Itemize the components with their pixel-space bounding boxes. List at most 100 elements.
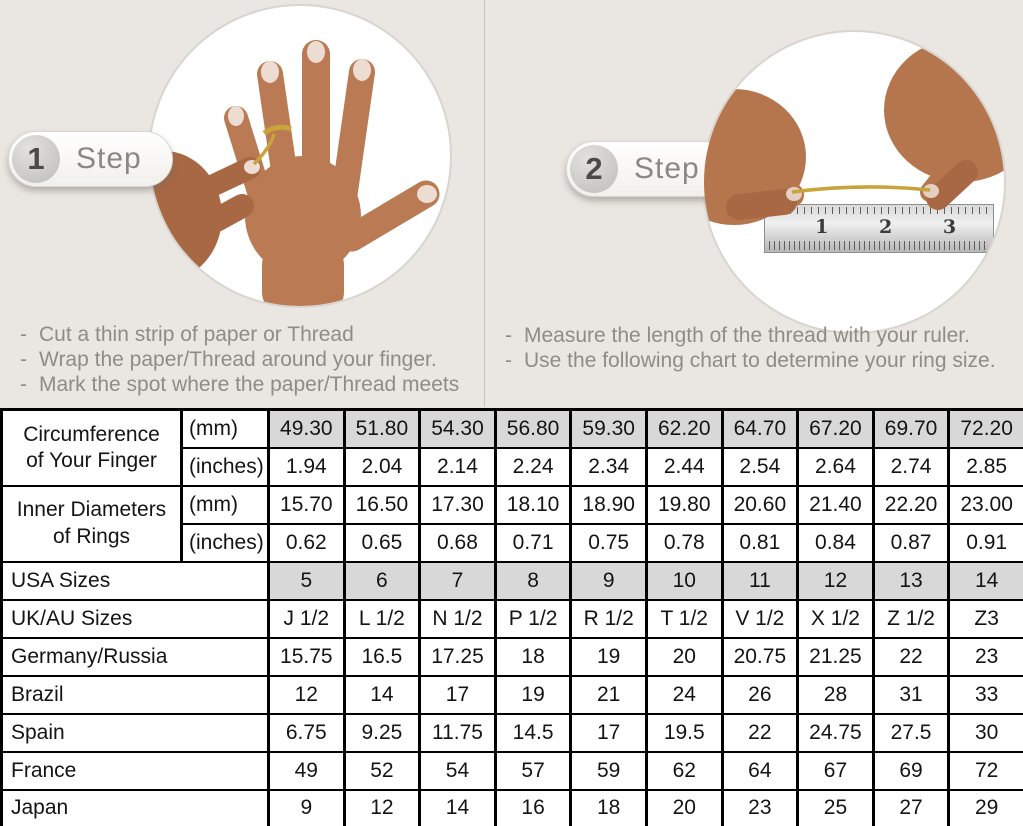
- table-cell: 33: [947, 674, 1023, 715]
- row-group-label: Inner Diameters of Rings: [0, 484, 183, 563]
- table-row: Circumference of Your Finger (mm) 49.30 51.8…: [0, 408, 1023, 487]
- thread-ring-band: [262, 124, 292, 136]
- helper-hand: [150, 151, 261, 281]
- bullet-dash: -: [20, 373, 27, 396]
- step2-instructions: - Measure the length of the thread with …: [505, 324, 1021, 374]
- table-cell: 12: [796, 560, 875, 601]
- table-cell: 16.5: [342, 636, 422, 677]
- table-row: Inner Diameters of Rings (mm) 15.70 16.50 17.…: [0, 484, 1023, 563]
- table-cell: 13: [871, 560, 951, 601]
- table-cell: 49: [267, 750, 346, 791]
- fingernails: [228, 41, 437, 203]
- size-table-body: Circumference of Your Finger (mm) 49.30 51.8…: [0, 408, 1023, 826]
- ruler-ticks-bottom: [769, 241, 989, 250]
- table-cell: 54: [418, 750, 497, 791]
- row-label: Brazil: [0, 674, 270, 715]
- table-cell: 7: [418, 560, 497, 601]
- table-cell: 14: [342, 674, 422, 715]
- table-cell: 0.87: [871, 522, 951, 563]
- table-cell: 23: [720, 788, 800, 826]
- table-cell: 18: [493, 636, 573, 677]
- table-cell: 2.74: [871, 446, 951, 487]
- table-cell: 24: [644, 674, 724, 715]
- table-cell: 72: [947, 750, 1023, 791]
- table-cell: 22: [871, 636, 951, 677]
- unit-label: (mm): [180, 484, 270, 525]
- table-row: (inches) 0.62 0.65 0.68 0.71 0.75 0.78 0.81 0.84…: [2, 522, 1023, 563]
- table-cell: 2.85: [947, 446, 1023, 487]
- instruction-text: Mark the spot where the paper/Thread mee…: [39, 373, 460, 396]
- table-cell: 6: [342, 560, 422, 601]
- hand-thread-illustration: [150, 40, 440, 306]
- table-cell: 17.25: [418, 636, 497, 677]
- table-cell: 10: [644, 560, 724, 601]
- table-cell: X 1/2: [796, 598, 875, 639]
- step1-number: 1: [12, 135, 60, 183]
- bullet-dash: -: [20, 348, 27, 371]
- row-label: Japan: [0, 788, 270, 826]
- table-cell: 30: [947, 712, 1023, 753]
- row-label: UK/AU Sizes: [0, 598, 270, 639]
- table-cell: 14.5: [493, 712, 573, 753]
- table-cell: 25: [796, 788, 875, 826]
- table-cell: 23: [947, 636, 1023, 677]
- bullet-dash: -: [505, 324, 512, 347]
- bullet-dash: -: [20, 323, 27, 346]
- table-cell: 59: [569, 750, 648, 791]
- table-cell: 2.04: [342, 446, 422, 487]
- left-hand: [704, 89, 806, 225]
- bullet-dash: -: [505, 349, 512, 372]
- table-cell: 0.68: [418, 522, 497, 563]
- table-cell: N 1/2: [418, 598, 497, 639]
- table-cell: 29: [947, 788, 1023, 826]
- table-cell: 56.80: [493, 408, 573, 449]
- table-cell: 20.60: [720, 484, 800, 525]
- table-cell: 67: [796, 750, 875, 791]
- table-cell: 2.64: [796, 446, 875, 487]
- table-cell: V 1/2: [720, 598, 800, 639]
- instruction-text: Use the following chart to determine you…: [524, 349, 996, 372]
- gold-thread: [252, 133, 276, 166]
- table-cell: 14: [947, 560, 1023, 601]
- table-cell: 11.75: [418, 712, 497, 753]
- table-cell: 52: [342, 750, 422, 791]
- table-row: USA Sizes 5 6 7 8 9 10 11 12 13 14: [0, 560, 1023, 601]
- table-cell: 23.00: [947, 484, 1023, 525]
- table-cell: 54.30: [418, 408, 497, 449]
- ruler-ticks-top: [769, 207, 989, 214]
- table-row: Germany/Russia 15.75 16.5 17.25 18 19 20 20.75 2…: [0, 636, 1023, 677]
- instruction-item: - Measure the length of the thread with …: [505, 324, 1021, 347]
- table-row: (inches) 1.94 2.04 2.14 2.24 2.34 2.44 2.54 2.64…: [2, 446, 1023, 487]
- table-cell: 5: [267, 560, 346, 601]
- table-cell: 57: [493, 750, 573, 791]
- table-cell: 64: [720, 750, 800, 791]
- table-cell: 26: [720, 674, 800, 715]
- table-cell: 67.20: [796, 408, 875, 449]
- step1-label: Step: [76, 142, 142, 175]
- table-cell: 18.10: [493, 484, 573, 525]
- table-cell: 27: [871, 788, 951, 826]
- table-cell: Z3: [947, 598, 1023, 639]
- table-cell: 22: [720, 712, 800, 753]
- table-cell: L 1/2: [342, 598, 422, 639]
- table-cell: 12: [267, 674, 346, 715]
- table-cell: 19.5: [644, 712, 724, 753]
- table-cell: 2.14: [418, 446, 497, 487]
- table-cell: T 1/2: [644, 598, 724, 639]
- row-label: Spain: [0, 712, 270, 753]
- table-cell: 0.78: [644, 522, 724, 563]
- table-cell: 16.50: [342, 484, 422, 525]
- table-cell: 72.20: [947, 408, 1023, 449]
- instruction-item: - Cut a thin strip of paper or Thread: [20, 323, 485, 346]
- table-cell: 20: [644, 636, 724, 677]
- table-cell: 0.81: [720, 522, 800, 563]
- table-cell: 22.20: [871, 484, 951, 525]
- table-cell: 51.80: [342, 408, 422, 449]
- row-label: USA Sizes: [0, 560, 270, 601]
- row-group-label: Circumference of Your Finger: [0, 408, 183, 487]
- table-cell: 21.25: [796, 636, 875, 677]
- table-cell: 0.91: [947, 522, 1023, 563]
- table-cell: 8: [493, 560, 573, 601]
- table-cell: Z 1/2: [871, 598, 951, 639]
- step2-number: 2: [570, 145, 618, 193]
